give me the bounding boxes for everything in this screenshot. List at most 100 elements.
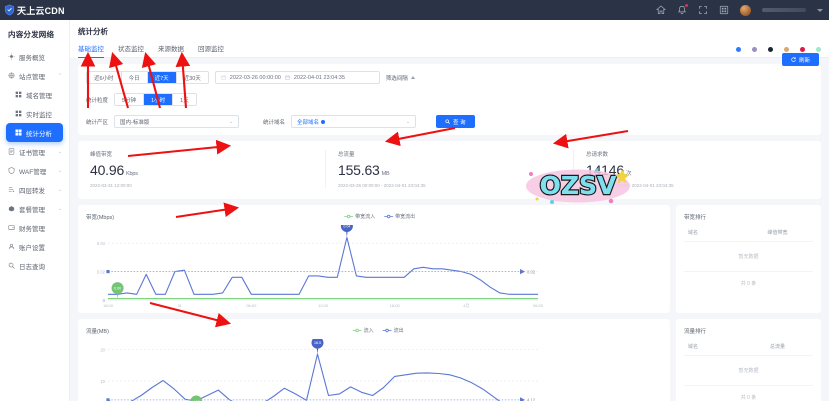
sidebar-item-label: 套餐管理	[19, 206, 45, 214]
svg-text:4.12: 4.12	[193, 400, 200, 401]
traffic-rank-card: 流量排行 域名 总流量 暂无数据 共 0 条	[676, 319, 821, 401]
theme-dot-dark[interactable]	[768, 47, 773, 52]
tab-basic-monitor[interactable]: 基础监控	[78, 43, 104, 58]
quick-range-today[interactable]: 今日	[121, 72, 148, 83]
interval-filter-dropdown[interactable]: 筛选间隔	[386, 74, 415, 82]
granularity-1day[interactable]: 1天	[173, 94, 196, 105]
sidebar-item-label: 实时监控	[26, 111, 52, 119]
granularity-1hour[interactable]: 1小时	[144, 94, 174, 105]
sidebar-item-log-query[interactable]: 日志查询	[0, 256, 69, 275]
grid-icon	[15, 91, 22, 98]
svg-text:4月: 4月	[463, 303, 469, 308]
bandwidth-rank-empty: 暂无数据	[684, 241, 813, 271]
tab-origin-monitor[interactable]: 回源监控	[198, 46, 224, 53]
legend-item[interactable]: 带宽流出	[384, 213, 415, 220]
granularity-5min[interactable]: 5分钟	[115, 94, 145, 105]
chevron-down-icon[interactable]	[817, 8, 823, 12]
sidebar-item-waf-management[interactable]: WAF管理 ⌄	[0, 161, 69, 180]
theme-dot-crimson[interactable]	[800, 47, 805, 52]
svg-text:12:00: 12:00	[318, 303, 329, 308]
forward-icon	[8, 186, 15, 193]
stat-detail: 2022-03-31 12:00:00	[90, 183, 132, 188]
apps-grid-icon[interactable]	[719, 5, 729, 15]
stat-card-total-requests: 总请求数 14146 次 2022-03-26 00:00:00 - 2022-0…	[574, 150, 821, 188]
domain-select[interactable]: 全部域名 ⌄	[291, 115, 417, 128]
quick-range-7d[interactable]: 近7天	[147, 72, 177, 83]
chevron-down-icon: ⌄	[57, 167, 62, 174]
sidebar-item-label: 域名管理	[26, 92, 52, 100]
date-range-picker[interactable]: 2022-03-26 00:00:00 2022-04-01 23:04:35	[214, 71, 380, 84]
sidebar-item-domain-management[interactable]: 域名管理	[0, 85, 69, 104]
sidebar-item-account-settings[interactable]: 账户设置	[0, 237, 69, 256]
region-select[interactable]: 国内-标准版 ⌄	[114, 115, 240, 128]
svg-text:0.04: 0.04	[343, 225, 350, 228]
col-value: 总流量	[770, 344, 786, 350]
top-icon-group	[656, 4, 829, 16]
chevron-down-icon: ⌄	[57, 148, 62, 155]
page-title: 统计分析	[78, 27, 108, 36]
avatar[interactable]	[740, 4, 751, 16]
home-icon[interactable]	[656, 5, 666, 15]
sidebar-item-site-management[interactable]: 站点管理 ⌃	[0, 66, 69, 85]
svg-text:0.02: 0.02	[97, 270, 106, 275]
chevron-up-icon	[410, 76, 415, 79]
svg-text:18.5: 18.5	[314, 341, 321, 345]
user-icon	[8, 243, 15, 250]
sidebar-item-layer4-forward[interactable]: 四层转发 ⌄	[0, 180, 69, 199]
stat-value-wrap: 14146 次	[586, 162, 821, 178]
theme-dot-purple[interactable]	[752, 47, 757, 52]
package-icon	[8, 205, 15, 212]
bandwidth-chart-legend: 带宽流入 带宽流出	[344, 213, 415, 220]
tab-source-data[interactable]: 来源数据	[158, 46, 184, 53]
theme-dot-mint[interactable]	[816, 47, 821, 52]
tab-status-monitor[interactable]: 状态监控	[118, 46, 144, 53]
query-button-label: 查 询	[453, 119, 466, 126]
bell-icon[interactable]	[677, 4, 688, 15]
theme-dot-blue[interactable]	[736, 47, 741, 52]
legend-item[interactable]: 流入	[352, 327, 374, 334]
stat-unit: 次	[625, 171, 632, 177]
svg-text:0.00: 0.00	[114, 286, 121, 290]
svg-text:18:00: 18:00	[103, 303, 114, 308]
quick-range-6h[interactable]: 近6小时	[87, 72, 122, 83]
stat-unit: Kbps	[126, 171, 138, 177]
traffic-rank-header: 域名 总流量	[684, 343, 813, 350]
sidebar-item-realtime-monitor[interactable]: 实时监控	[0, 104, 69, 123]
stat-value: 155.63	[338, 162, 380, 178]
legend-label: 带宽流入	[355, 214, 376, 220]
certificate-icon	[8, 148, 15, 155]
sidebar-item-label: 四层转发	[19, 187, 45, 195]
shield-logo-icon	[4, 4, 15, 16]
fullscreen-icon[interactable]	[698, 5, 708, 15]
refresh-button-label: 刷新	[798, 57, 810, 64]
stat-label: 总流量	[338, 152, 355, 158]
traffic-chart-title: 流量(MB)	[86, 329, 109, 335]
quick-range-group: 近6小时 今日 近7天 近30天	[86, 71, 209, 84]
theme-dot-tan[interactable]	[784, 47, 789, 52]
refresh-button[interactable]: 刷新	[781, 53, 819, 66]
legend-item[interactable]: 流出	[382, 327, 404, 334]
stat-card-peak-bandwidth: 峰值带宽 40.96 Kbps 2022-03-31 12:00:00	[78, 150, 326, 188]
quick-range-30d[interactable]: 近30天	[176, 72, 208, 83]
bandwidth-rank-header: 域名 峰值带宽	[684, 229, 813, 236]
sidebar-item-certificate-management[interactable]: 证书管理 ⌄	[0, 142, 69, 161]
sidebar-item-service-overview[interactable]: 服务概览	[0, 47, 69, 66]
legend-marker-icon	[352, 328, 362, 333]
legend-label: 流入	[363, 328, 374, 334]
brand-logo[interactable]: 天上云CDN	[0, 0, 70, 20]
sidebar-item-package-management[interactable]: 套餐管理 ⌄	[0, 199, 69, 218]
bandwidth-chart-card: 带宽(Mbps) 带宽流入 带宽流出 0 0.02 0.04 0 18:00 31 06:0…	[78, 205, 670, 313]
filter-row-date: 近6小时 今日 近7天 近30天 2022-03-26 00:00:00 202…	[86, 70, 813, 85]
sidebar-item-label: WAF管理	[19, 168, 47, 176]
stat-value: 14146	[586, 162, 624, 178]
bandwidth-rank-total: 共 0 条	[684, 271, 813, 287]
svg-text:0.02: 0.02	[527, 269, 536, 274]
sidebar-item-label: 证书管理	[19, 149, 45, 157]
query-button[interactable]: 查 询	[436, 115, 475, 128]
sidebar-item-statistics-analysis[interactable]: 统计分析	[6, 123, 63, 142]
legend-item[interactable]: 带宽流入	[344, 213, 375, 220]
sidebar-item-finance-management[interactable]: 财务管理	[0, 218, 69, 237]
